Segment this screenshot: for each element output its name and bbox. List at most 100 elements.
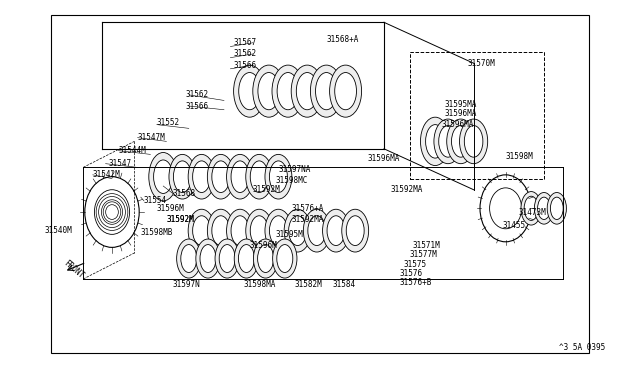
- Text: 31566: 31566: [186, 102, 209, 110]
- Ellipse shape: [447, 119, 475, 164]
- Ellipse shape: [277, 73, 299, 110]
- Ellipse shape: [521, 192, 541, 225]
- Ellipse shape: [289, 216, 307, 246]
- Ellipse shape: [188, 209, 215, 252]
- Text: 31576+B: 31576+B: [400, 278, 433, 287]
- Ellipse shape: [291, 65, 323, 117]
- Ellipse shape: [303, 209, 330, 252]
- Ellipse shape: [439, 126, 457, 157]
- Ellipse shape: [148, 153, 178, 201]
- Text: 31473M: 31473M: [518, 208, 546, 217]
- Text: 31597N: 31597N: [173, 280, 200, 289]
- Text: 31598MB: 31598MB: [141, 228, 173, 237]
- Text: 31568+A: 31568+A: [326, 35, 359, 44]
- Text: 31576: 31576: [400, 269, 423, 278]
- Ellipse shape: [547, 193, 566, 224]
- Ellipse shape: [234, 65, 266, 117]
- Ellipse shape: [269, 216, 287, 246]
- Text: 31577M: 31577M: [410, 250, 437, 259]
- Text: 31595M: 31595M: [275, 230, 303, 239]
- Ellipse shape: [234, 239, 259, 278]
- Text: 31598MA: 31598MA: [243, 280, 276, 289]
- Ellipse shape: [188, 154, 215, 199]
- Ellipse shape: [207, 154, 234, 199]
- Ellipse shape: [296, 73, 318, 110]
- Text: 31596MA: 31596MA: [445, 109, 477, 118]
- Ellipse shape: [316, 73, 337, 110]
- Ellipse shape: [253, 65, 285, 117]
- Bar: [51, 15, 589, 353]
- Ellipse shape: [207, 209, 234, 252]
- Ellipse shape: [227, 209, 253, 252]
- Text: 31592M: 31592M: [166, 215, 194, 224]
- Ellipse shape: [284, 209, 311, 252]
- Text: 31597NA: 31597NA: [278, 165, 311, 174]
- Ellipse shape: [265, 154, 292, 199]
- Ellipse shape: [250, 216, 268, 246]
- Text: 31455: 31455: [502, 221, 525, 230]
- Ellipse shape: [330, 65, 362, 117]
- Ellipse shape: [238, 245, 255, 272]
- Ellipse shape: [420, 117, 450, 166]
- Ellipse shape: [169, 154, 196, 199]
- Text: 31592M: 31592M: [253, 185, 280, 194]
- Text: 31567: 31567: [234, 38, 257, 47]
- Text: 31598MC: 31598MC: [275, 176, 308, 185]
- Ellipse shape: [258, 73, 280, 110]
- Ellipse shape: [465, 126, 483, 157]
- Ellipse shape: [215, 239, 239, 278]
- Ellipse shape: [265, 209, 292, 252]
- Ellipse shape: [154, 160, 173, 193]
- Bar: [102, 22, 384, 149]
- Ellipse shape: [269, 161, 287, 193]
- Text: 31571M: 31571M: [413, 241, 440, 250]
- Ellipse shape: [239, 73, 260, 110]
- Text: 31596MA: 31596MA: [368, 154, 401, 163]
- Ellipse shape: [277, 245, 293, 272]
- Ellipse shape: [257, 245, 274, 272]
- Ellipse shape: [335, 73, 356, 110]
- Ellipse shape: [212, 161, 230, 193]
- Text: ^3 5A 0395: ^3 5A 0395: [559, 343, 605, 352]
- Ellipse shape: [434, 119, 462, 164]
- Text: 31596M: 31596M: [250, 241, 277, 250]
- Text: 31554: 31554: [144, 196, 167, 205]
- Ellipse shape: [346, 216, 364, 246]
- Ellipse shape: [246, 209, 273, 252]
- Text: 31544M: 31544M: [118, 146, 146, 155]
- Text: 31592MA: 31592MA: [291, 215, 324, 224]
- Ellipse shape: [193, 161, 211, 193]
- Ellipse shape: [246, 154, 273, 199]
- Text: 31547: 31547: [109, 159, 132, 168]
- Ellipse shape: [227, 154, 253, 199]
- Ellipse shape: [231, 216, 249, 246]
- Text: FRONT: FRONT: [62, 259, 85, 280]
- Ellipse shape: [272, 65, 304, 117]
- Ellipse shape: [426, 125, 445, 158]
- Text: 31562: 31562: [186, 90, 209, 99]
- Text: 31596MA: 31596MA: [442, 120, 474, 129]
- Ellipse shape: [196, 239, 220, 278]
- Ellipse shape: [250, 161, 268, 193]
- Ellipse shape: [452, 126, 470, 157]
- Ellipse shape: [173, 161, 191, 193]
- Text: 31547M: 31547M: [138, 133, 165, 142]
- Ellipse shape: [200, 245, 216, 272]
- Ellipse shape: [524, 196, 538, 220]
- Text: 31596M: 31596M: [157, 204, 184, 213]
- Text: 31584: 31584: [333, 280, 356, 289]
- Text: 31582M: 31582M: [294, 280, 322, 289]
- Ellipse shape: [180, 245, 197, 272]
- Text: 31576+A: 31576+A: [291, 204, 324, 213]
- Ellipse shape: [327, 216, 345, 246]
- Text: 31540M: 31540M: [45, 226, 72, 235]
- Ellipse shape: [193, 216, 211, 246]
- Text: 31568: 31568: [173, 189, 196, 198]
- Text: 31570M: 31570M: [467, 59, 495, 68]
- Text: 31575: 31575: [403, 260, 426, 269]
- Text: 31542M: 31542M: [93, 170, 120, 179]
- Bar: [410, 52, 544, 179]
- Text: 31598M: 31598M: [506, 152, 533, 161]
- Ellipse shape: [273, 239, 297, 278]
- Text: 31562: 31562: [234, 49, 257, 58]
